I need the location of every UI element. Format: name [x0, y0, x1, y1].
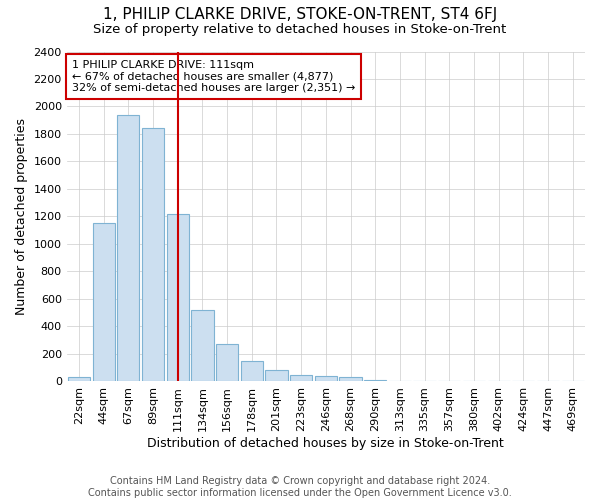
Bar	[241, 361, 263, 382]
Text: 1 PHILIP CLARKE DRIVE: 111sqm
← 67% of detached houses are smaller (4,877)
32% o: 1 PHILIP CLARKE DRIVE: 111sqm ← 67% of d…	[72, 60, 355, 93]
Bar	[315, 376, 337, 382]
X-axis label: Distribution of detached houses by size in Stoke-on-Trent: Distribution of detached houses by size …	[148, 437, 504, 450]
Bar	[364, 380, 386, 382]
Bar	[92, 224, 115, 382]
Bar	[191, 310, 214, 382]
Bar	[167, 214, 189, 382]
Bar	[290, 374, 312, 382]
Text: Size of property relative to detached houses in Stoke-on-Trent: Size of property relative to detached ho…	[94, 22, 506, 36]
Bar	[389, 381, 411, 382]
Bar	[68, 378, 90, 382]
Bar	[265, 370, 287, 382]
Bar	[142, 128, 164, 382]
Y-axis label: Number of detached properties: Number of detached properties	[15, 118, 28, 315]
Bar	[117, 114, 139, 382]
Bar	[216, 344, 238, 382]
Bar	[340, 378, 362, 382]
Text: 1, PHILIP CLARKE DRIVE, STOKE-ON-TRENT, ST4 6FJ: 1, PHILIP CLARKE DRIVE, STOKE-ON-TRENT, …	[103, 8, 497, 22]
Text: Contains HM Land Registry data © Crown copyright and database right 2024.
Contai: Contains HM Land Registry data © Crown c…	[88, 476, 512, 498]
